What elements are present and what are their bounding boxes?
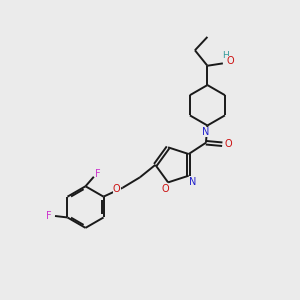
Text: N: N: [202, 127, 210, 137]
Text: O: O: [113, 184, 121, 194]
Text: F: F: [46, 211, 51, 221]
Text: H: H: [223, 51, 229, 60]
Text: O: O: [225, 139, 232, 149]
Text: N: N: [189, 177, 196, 187]
Text: O: O: [227, 56, 234, 66]
Text: F: F: [94, 169, 100, 179]
Text: O: O: [162, 184, 169, 194]
